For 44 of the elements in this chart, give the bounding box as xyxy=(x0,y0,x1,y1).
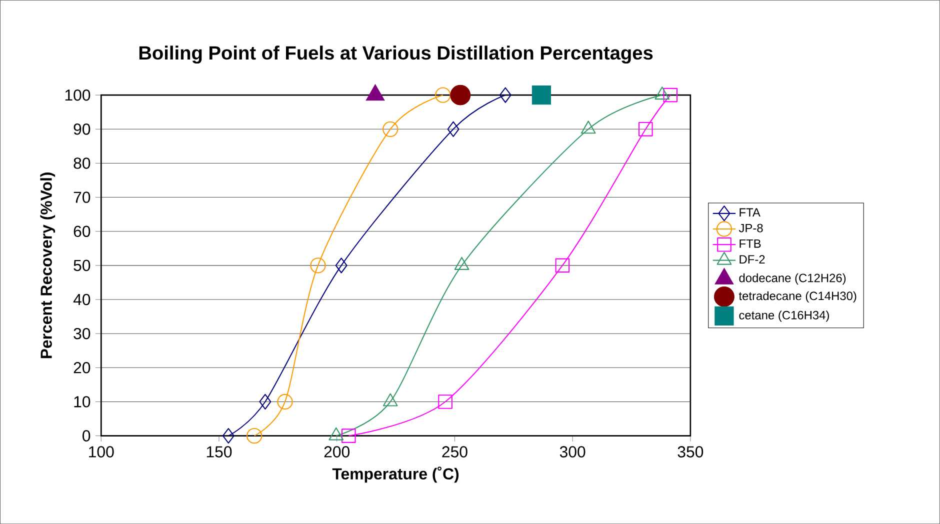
point xyxy=(310,258,326,274)
y-tick-label: 60 xyxy=(74,226,90,237)
point xyxy=(277,394,293,410)
point xyxy=(450,84,471,106)
point xyxy=(555,258,570,273)
point xyxy=(499,87,512,103)
y-tick-label: 100 xyxy=(65,89,90,101)
y-tick-label: 40 xyxy=(73,294,90,306)
point xyxy=(435,87,451,103)
legend-label: FTB xyxy=(740,239,761,248)
point xyxy=(447,121,460,137)
y-tick-label: 50 xyxy=(74,260,90,272)
point xyxy=(663,88,678,102)
legend-label: cetane (C16H34) xyxy=(739,310,829,322)
point xyxy=(335,258,348,274)
x-tick-label: 100 xyxy=(89,446,114,458)
y-tick-label: 80 xyxy=(74,158,90,169)
y-tick-label: 70 xyxy=(74,192,90,203)
point xyxy=(341,428,356,443)
x-tick-label: 200 xyxy=(324,446,350,458)
y-axis-title: Percent Recovery (%Vol) xyxy=(40,172,56,358)
point xyxy=(382,121,398,137)
x-tick-label: 250 xyxy=(442,446,468,458)
legend-label: tetradecane (C14H30) xyxy=(738,291,856,302)
point xyxy=(532,85,552,105)
point xyxy=(638,122,653,136)
point xyxy=(259,394,272,410)
legend-label: DF-2 xyxy=(740,255,765,264)
y-tick-label: 30 xyxy=(74,328,90,340)
legend-label: JP-8 xyxy=(738,224,763,232)
x-tick-label: 150 xyxy=(206,446,232,458)
y-tick-label: 10 xyxy=(74,396,90,408)
point xyxy=(246,428,262,444)
point xyxy=(438,394,452,409)
x-tick-label: 300 xyxy=(560,446,586,458)
legend-label: FTA xyxy=(740,208,760,216)
y-tick-label: 0 xyxy=(82,430,90,442)
point xyxy=(222,428,234,444)
x-axis-title: Temperature (˚C) xyxy=(332,466,459,483)
legend-label: dodecane (C12H26) xyxy=(739,273,846,285)
chart-title: Boiling Point of Fuels at Various Distillation Percentages xyxy=(139,46,653,64)
y-tick-label: 20 xyxy=(74,362,90,374)
y-tick-label: 90 xyxy=(74,123,90,135)
x-tick-label: 350 xyxy=(678,446,704,458)
